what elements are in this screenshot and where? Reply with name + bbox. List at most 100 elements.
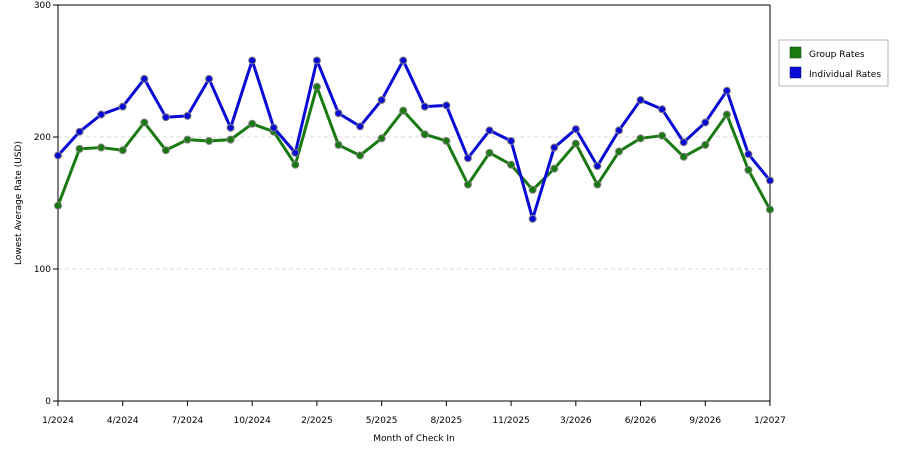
data-point-group-rates <box>205 136 214 145</box>
data-point-individual-rates <box>593 162 602 171</box>
legend-label-group-rates: Group Rates <box>809 50 865 60</box>
y-axis-ticks: 0 100 200 300 <box>34 1 58 407</box>
x-tick-label: 8/2025 <box>431 416 463 426</box>
data-point-group-rates <box>291 160 300 169</box>
data-point-individual-rates <box>248 56 257 65</box>
x-tick-label: 1/2027 <box>754 416 786 426</box>
data-point-group-rates <box>248 119 257 128</box>
series-group-rates <box>54 82 774 214</box>
x-tick-label: 10/2024 <box>233 416 271 426</box>
series-lines <box>54 56 774 223</box>
data-point-individual-rates <box>701 118 710 127</box>
data-point-group-rates <box>97 143 106 152</box>
data-point-individual-rates <box>205 74 214 83</box>
data-point-individual-rates <box>183 111 192 120</box>
data-point-group-rates <box>485 148 494 157</box>
data-point-individual-rates <box>161 113 170 122</box>
data-point-group-rates <box>701 140 710 149</box>
data-point-individual-rates <box>269 123 278 132</box>
data-point-individual-rates <box>679 138 688 147</box>
data-point-individual-rates <box>97 110 106 119</box>
data-point-individual-rates <box>54 151 62 160</box>
data-point-individual-rates <box>766 176 774 185</box>
data-point-group-rates <box>507 160 516 169</box>
data-point-group-rates <box>118 146 127 155</box>
data-point-individual-rates <box>636 96 645 105</box>
y-tick-label: 300 <box>34 1 51 11</box>
data-point-group-rates <box>722 110 731 119</box>
data-point-group-rates <box>183 135 192 144</box>
data-point-group-rates <box>658 131 667 140</box>
data-point-group-rates <box>161 146 170 155</box>
data-point-group-rates <box>766 205 774 214</box>
data-point-individual-rates <box>463 154 472 163</box>
plot-frame <box>57 4 771 402</box>
x-tick-label: 6/2026 <box>625 416 657 426</box>
data-point-individual-rates <box>118 102 127 111</box>
data-point-group-rates <box>356 151 365 160</box>
data-point-individual-rates <box>658 105 667 114</box>
data-point-group-rates <box>679 152 688 161</box>
data-point-individual-rates <box>420 102 429 111</box>
data-point-individual-rates <box>334 109 343 118</box>
data-point-individual-rates <box>722 86 731 95</box>
data-point-group-rates <box>744 166 753 174</box>
legend-label-individual-rates: Individual Rates <box>809 70 881 80</box>
data-point-group-rates <box>614 147 623 156</box>
x-tick-label: 1/2024 <box>42 416 74 426</box>
data-point-group-rates <box>442 136 451 145</box>
x-tick-label: 11/2025 <box>492 416 529 426</box>
legend: Group Rates Individual Rates <box>778 39 889 87</box>
data-point-group-rates <box>334 140 343 149</box>
x-axis-ticks: 1/2024 4/2024 7/2024 10/2024 2/2025 5/2025 8/2… <box>42 401 786 426</box>
data-point-group-rates <box>226 135 235 144</box>
series-line-individual-rates <box>56 58 772 221</box>
x-axis-title: Month of Check In <box>373 434 455 444</box>
data-point-individual-rates <box>226 123 235 132</box>
series-individual-rates <box>54 56 774 223</box>
data-point-group-rates <box>54 201 62 210</box>
axes <box>57 4 771 402</box>
data-point-group-rates <box>571 139 580 148</box>
x-tick-label: 7/2024 <box>172 416 204 426</box>
data-point-group-rates <box>593 180 602 189</box>
data-point-group-rates <box>75 144 84 153</box>
data-point-individual-rates <box>291 148 300 157</box>
data-point-individual-rates <box>140 74 149 83</box>
data-point-individual-rates <box>485 126 494 135</box>
x-tick-label: 4/2024 <box>107 416 139 426</box>
data-point-individual-rates <box>507 136 516 145</box>
y-axis-title: Lowest Average Rate (USD) <box>14 141 24 265</box>
data-point-group-rates <box>636 134 645 143</box>
x-tick-label: 5/2025 <box>366 416 398 426</box>
data-point-group-rates <box>528 185 537 194</box>
data-point-individual-rates <box>528 214 537 223</box>
data-point-individual-rates <box>312 56 321 65</box>
data-point-individual-rates <box>399 56 408 65</box>
data-point-individual-rates <box>75 127 84 136</box>
y-tick-label: 0 <box>45 397 51 407</box>
data-point-individual-rates <box>550 143 559 152</box>
series-line-group-rates <box>56 85 772 211</box>
data-point-individual-rates <box>571 125 580 134</box>
data-point-group-rates <box>550 164 559 173</box>
x-tick-label: 3/2026 <box>560 416 592 426</box>
data-point-individual-rates <box>614 126 623 135</box>
grid-lines <box>58 136 770 270</box>
legend-swatch-individual-rates <box>789 66 802 79</box>
data-point-group-rates <box>312 82 321 91</box>
data-point-individual-rates <box>744 150 753 159</box>
x-tick-label: 9/2026 <box>689 416 721 426</box>
data-point-group-rates <box>140 118 149 127</box>
x-tick-label: 2/2025 <box>301 416 333 426</box>
data-point-group-rates <box>463 180 472 189</box>
data-point-group-rates <box>420 130 429 139</box>
data-point-individual-rates <box>377 96 386 105</box>
data-point-group-rates <box>399 106 408 115</box>
y-tick-label: 200 <box>34 133 51 143</box>
data-point-individual-rates <box>356 122 365 131</box>
data-point-group-rates <box>377 134 386 143</box>
legend-swatch-group-rates <box>789 46 802 59</box>
